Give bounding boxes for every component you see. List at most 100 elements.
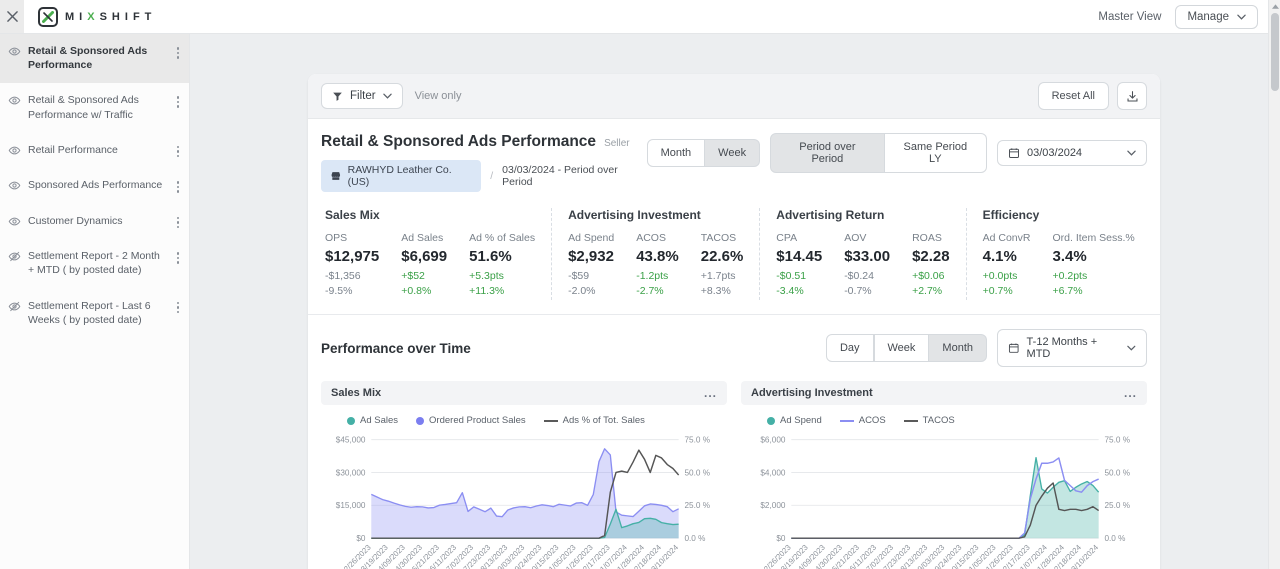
item-menu-icon[interactable] — [173, 178, 183, 193]
chevron-down-icon — [1237, 14, 1246, 20]
brand-letter: S — [99, 10, 108, 23]
brand-letter: I — [124, 10, 129, 23]
legend-dot-swatch — [767, 416, 775, 425]
kpi-metric: Ord. Item Sess.% 3.4% +0.2pts +6.7% — [1052, 232, 1134, 300]
legend-item[interactable]: ACOS — [839, 415, 886, 426]
kpi-label: Ad Spend — [568, 232, 615, 244]
kpi-label: Ad % of Sales — [469, 232, 536, 244]
svg-text:$45,000: $45,000 — [336, 435, 366, 444]
store-icon — [331, 172, 341, 180]
kpi-delta-pct: +8.3% — [700, 285, 731, 297]
kpi-metric: ROAS $2.28 +$0.06 +2.7% — [912, 232, 950, 300]
kpi-delta: +5.3pts — [469, 270, 504, 282]
vertical-scrollbar[interactable] — [1268, 0, 1280, 569]
kpi-label: TACOS — [700, 232, 737, 244]
sidebar-item[interactable]: Settlement Report - Last 6 Weeks ( by po… — [0, 289, 189, 338]
kpi-delta: +1.7pts — [700, 270, 736, 282]
sidebar-item[interactable]: Customer Dynamics — [0, 204, 189, 240]
toggle-same-period-ly[interactable]: Same Period LY — [884, 133, 987, 173]
kpi-delta: -$0.51 — [776, 270, 807, 282]
kpi-label: ROAS — [912, 232, 942, 244]
sidebar-item[interactable]: Sponsored Ads Performance — [0, 168, 189, 204]
kpi-metric: OPS $12,975 -$1,356 -9.5% — [325, 232, 379, 300]
legend-item[interactable]: Ad Spend — [767, 415, 822, 426]
brand-letter: X — [87, 10, 96, 23]
manage-button[interactable]: Manage — [1175, 4, 1258, 29]
scroll-up-arrow-icon[interactable] — [1269, 0, 1280, 12]
legend-line-swatch — [903, 419, 918, 422]
page-title: Retail & Sponsored Ads Performance — [321, 133, 597, 150]
master-view-link[interactable]: Master View — [1098, 10, 1162, 23]
kpi-delta: +$52 — [401, 270, 425, 282]
toggle-week[interactable]: Week — [873, 334, 930, 362]
legend-line-swatch — [839, 419, 854, 422]
toggle-period-over-period[interactable]: Period over Period — [770, 133, 885, 173]
sidebar-item[interactable]: Retail & Sponsored Ads Performance w/ Tr… — [0, 83, 189, 132]
legend-label: Ad Sales — [360, 415, 399, 426]
view-only-label: View only — [414, 90, 462, 102]
kpi-delta: +$0.06 — [912, 270, 945, 282]
sidebar-close-button[interactable] — [0, 0, 24, 33]
item-menu-icon[interactable] — [173, 249, 183, 264]
item-menu-icon[interactable] — [173, 93, 183, 108]
account-type-label: Seller — [604, 138, 630, 149]
kpi-delta: -$1,356 — [325, 270, 361, 282]
download-button[interactable] — [1117, 82, 1147, 110]
section-divider — [308, 314, 1160, 315]
item-menu-icon[interactable] — [173, 143, 183, 158]
svg-text:25.0 %: 25.0 % — [1104, 501, 1130, 510]
filter-button[interactable]: Filter — [321, 83, 403, 109]
range-picker[interactable]: T-12 Months + MTD — [997, 329, 1147, 367]
download-icon — [1127, 90, 1137, 101]
kpi-value: 43.8% — [636, 248, 679, 265]
legend-label: Ads % of Tot. Sales — [562, 415, 645, 426]
date-context-label: 03/03/2024 - Period over Period — [502, 164, 618, 188]
chart-title: Sales Mix — [331, 387, 382, 399]
item-menu-icon[interactable] — [173, 214, 183, 229]
svg-text:$4,000: $4,000 — [760, 468, 786, 477]
reset-all-button[interactable]: Reset All — [1037, 82, 1109, 110]
legend-item[interactable]: Ads % of Tot. Sales — [543, 415, 645, 426]
legend-item[interactable]: TACOS — [903, 415, 955, 426]
chart-card: Sales Mix... Ad Sales Ordered Product Sale… — [321, 381, 727, 569]
date-picker[interactable]: 03/03/2024 — [997, 140, 1147, 166]
kpi-metric: Ad Sales $6,699 +$52 +0.8% — [401, 232, 447, 300]
close-icon — [6, 11, 18, 22]
legend-label: Ordered Product Sales — [429, 415, 526, 426]
mixshift-logo-icon — [38, 6, 58, 27]
item-menu-icon[interactable] — [173, 299, 183, 314]
toggle-month[interactable]: Month — [646, 139, 706, 167]
kpi-value: $2.28 — [912, 248, 950, 265]
eye-icon — [8, 217, 21, 226]
scrollbar-thumb[interactable] — [1271, 13, 1279, 91]
legend-item[interactable]: Ad Sales — [347, 415, 398, 426]
svg-text:0.0 %: 0.0 % — [684, 534, 705, 543]
kpi-value: $6,699 — [401, 248, 448, 265]
chart-menu-icon[interactable]: ... — [1123, 386, 1137, 400]
toggle-week[interactable]: Week — [705, 139, 761, 167]
kpi-delta-pct: +6.7% — [1052, 285, 1083, 297]
kpi-delta-pct: +11.3% — [469, 285, 505, 297]
kpi-group: Advertising Return CPA $14.45 -$0.51 -3.4… — [760, 208, 967, 300]
item-menu-icon[interactable] — [173, 44, 183, 59]
sidebar-item-label: Retail & Sponsored Ads Performance w/ Tr… — [28, 94, 139, 121]
legend-label: Ad Spend — [780, 415, 822, 426]
sidebar-item-label: Settlement Report - 2 Month + MTD ( by p… — [28, 250, 160, 277]
calendar-icon — [1009, 148, 1019, 158]
sidebar-item-label: Retail & Sponsored Ads Performance — [28, 45, 148, 72]
chart-menu-icon[interactable]: ... — [703, 386, 717, 400]
sidebar-item[interactable]: Settlement Report - 2 Month + MTD ( by p… — [0, 239, 189, 288]
kpi-group: Efficiency Ad ConvR 4.1% +0.0pts +0.7% Ord… — [967, 208, 1139, 300]
sidebar-item[interactable]: Retail Performance — [0, 133, 189, 169]
kpi-delta: -$59 — [568, 270, 590, 282]
legend-item[interactable]: Ordered Product Sales — [416, 415, 526, 426]
brand-pill[interactable]: RAWHYD Leather Co. (US) — [321, 160, 482, 192]
toggle-day[interactable]: Day — [825, 334, 874, 362]
svg-text:$0: $0 — [776, 534, 786, 543]
svg-text:$30,000: $30,000 — [336, 468, 366, 477]
sidebar-item[interactable]: Retail & Sponsored Ads Performance — [0, 34, 189, 84]
eye-icon — [8, 47, 21, 56]
toggle-month[interactable]: Month — [929, 334, 987, 362]
